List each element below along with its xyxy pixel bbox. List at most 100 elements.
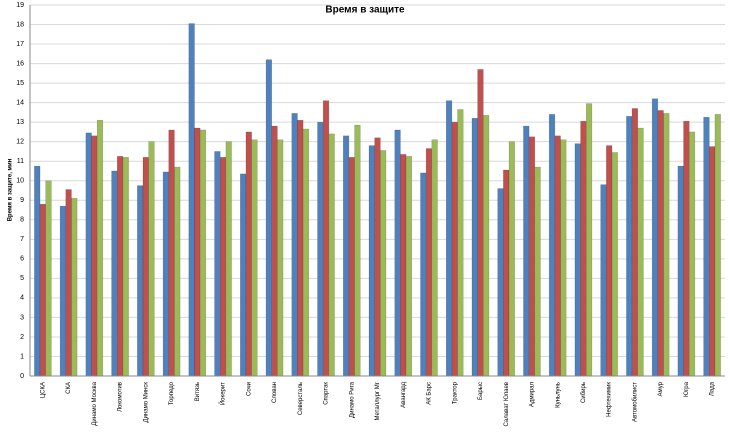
bar — [174, 166, 181, 377]
y-tick-label: 8 — [20, 217, 24, 224]
x-tick-label: Динамо Минск — [143, 382, 149, 423]
bar — [122, 157, 129, 377]
x-tick-label: Локомотив — [118, 382, 124, 412]
y-tick-label: 3 — [20, 314, 24, 321]
bar — [343, 135, 350, 377]
bar — [199, 129, 207, 377]
bar — [271, 125, 278, 377]
bar — [380, 150, 387, 377]
bar — [677, 165, 684, 377]
x-tick-label: Куньлунь — [555, 382, 561, 408]
bar — [637, 127, 644, 377]
y-tick-label: 0 — [20, 373, 24, 380]
bar — [626, 116, 633, 377]
bar — [586, 103, 593, 377]
bar — [39, 203, 46, 377]
bar — [611, 152, 618, 377]
bar — [483, 115, 490, 377]
y-tick-label: 10 — [16, 178, 24, 185]
x-tick-label: СКА — [66, 382, 72, 394]
y-tick-label: 17 — [16, 41, 24, 48]
y-tick-label: 19 — [16, 2, 24, 9]
bar — [548, 114, 556, 377]
bar — [240, 173, 247, 377]
x-tick-label: Динамо Рига — [349, 381, 355, 418]
x-tick-label: Йокерит — [219, 382, 227, 405]
bar — [683, 120, 690, 377]
bar — [451, 121, 458, 377]
bar — [631, 108, 638, 377]
bar — [503, 169, 510, 377]
bar — [477, 69, 484, 377]
x-tick-label: Металлург Мг — [375, 381, 381, 420]
bar — [302, 128, 310, 377]
bar — [251, 139, 258, 377]
y-tick-label: 1 — [20, 353, 24, 360]
y-tick-label: 2 — [20, 334, 24, 341]
bar — [508, 141, 515, 377]
y-tick-label: 14 — [16, 99, 24, 106]
bar — [560, 139, 567, 377]
bar — [168, 129, 175, 377]
bar — [225, 141, 232, 377]
bar — [328, 133, 335, 377]
x-tick-label: Адмирал — [530, 382, 536, 408]
y-tick-label: 13 — [16, 119, 24, 126]
bar — [600, 184, 607, 377]
bar — [534, 166, 541, 377]
bar — [214, 151, 221, 377]
y-axis-label: Время в защите, мин — [8, 158, 14, 221]
x-tick-label: Салават Юлаев — [504, 382, 510, 426]
bar — [265, 59, 272, 377]
y-tick-label: 4 — [20, 295, 24, 302]
x-tick-label: ЦСКА — [40, 382, 46, 398]
x-tick-label: Слован — [272, 382, 278, 403]
x-tick-label: Трактор — [452, 381, 458, 404]
bar — [606, 145, 613, 377]
bar — [34, 165, 41, 377]
bar — [471, 118, 478, 377]
bar — [554, 135, 561, 377]
bar — [245, 131, 252, 377]
y-tick-label: 18 — [16, 21, 24, 28]
y-tick-label: 12 — [16, 139, 24, 146]
x-tick-label: Барыс — [478, 382, 484, 400]
bar — [59, 205, 67, 377]
bar — [148, 141, 155, 377]
bar — [194, 127, 201, 377]
bar — [425, 148, 433, 377]
bar — [523, 125, 530, 377]
x-tick-label: Автомобилист — [632, 382, 638, 422]
bar — [297, 119, 304, 377]
bar — [96, 119, 104, 377]
bar — [85, 132, 92, 377]
bar — [374, 137, 381, 377]
x-tick-label: Витязь — [195, 382, 201, 401]
bar — [291, 113, 298, 377]
bar — [394, 129, 401, 377]
bar — [457, 109, 464, 377]
bar — [137, 185, 144, 377]
chart-title: Время в защите — [325, 5, 405, 16]
bar — [65, 189, 72, 377]
bar — [709, 146, 716, 377]
bar — [45, 180, 52, 377]
bar — [405, 156, 412, 377]
bar — [657, 110, 664, 377]
y-tick-label: 9 — [20, 197, 24, 204]
bar — [277, 139, 284, 377]
x-tick-label: Авангард — [401, 382, 407, 408]
x-tick-label: Югра — [684, 381, 690, 397]
x-tick-label: Спартак — [324, 382, 330, 405]
bar — [580, 120, 587, 377]
bar — [219, 157, 227, 377]
bar — [528, 136, 536, 377]
y-tick-label: 5 — [20, 275, 24, 282]
bar — [117, 156, 124, 377]
x-tick-label: Динамо Москва — [92, 381, 98, 425]
bar — [714, 114, 721, 377]
bar — [420, 172, 427, 377]
x-tick-label: Северсталь — [298, 382, 304, 415]
bar — [71, 198, 78, 377]
